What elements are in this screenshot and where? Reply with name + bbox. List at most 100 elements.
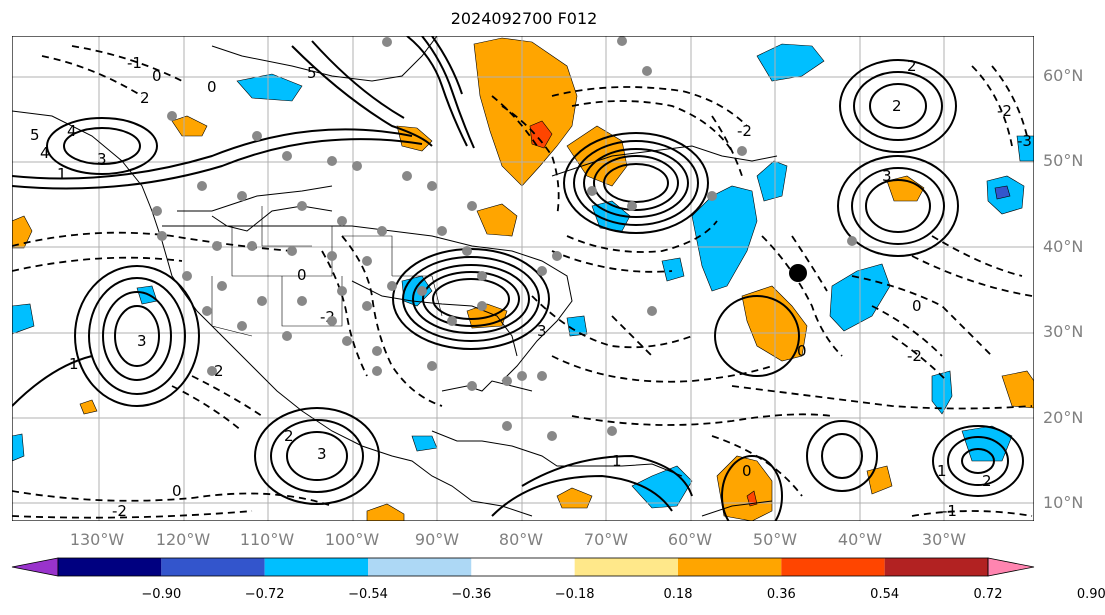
contour-label: 0 xyxy=(152,67,162,85)
positive-anomaly xyxy=(716,455,773,521)
lon-label: 100°W xyxy=(324,530,380,549)
colorbar-tick-label: 0.36 xyxy=(766,587,796,602)
positive-anomaly xyxy=(476,203,518,237)
colorbar-extend-high xyxy=(987,557,1035,577)
negative-anomaly xyxy=(1016,135,1034,162)
contour-label: 5 xyxy=(30,126,40,144)
contours-dashed xyxy=(12,45,1033,519)
contour-label: 4 xyxy=(40,144,50,162)
lon-label: 130°W xyxy=(69,530,125,549)
contour-label: 0 xyxy=(797,342,807,360)
negative-anomaly xyxy=(691,185,758,292)
contour-label: 2 xyxy=(140,89,150,107)
map-title: 2024092700 F012 xyxy=(450,9,598,28)
lon-label: 120°W xyxy=(155,530,211,549)
contour-label: 0 xyxy=(297,266,307,284)
colorbar-segment xyxy=(884,558,988,576)
contour-label: -3 xyxy=(1017,132,1032,150)
lon-label: 80°W xyxy=(498,530,544,549)
contour-label: -2 xyxy=(112,502,127,520)
positive-anomaly xyxy=(1001,370,1034,409)
colorbar-segment xyxy=(161,558,265,576)
lat-label: 50°N xyxy=(1043,151,1084,170)
contour-label: 1 xyxy=(69,355,79,373)
contour-label: 1 xyxy=(937,462,947,480)
contour-label: 3 xyxy=(137,332,147,350)
colorbar-tick-label: −0.36 xyxy=(451,587,492,602)
positive-anomaly xyxy=(396,125,433,152)
lon-label: 40°W xyxy=(837,530,883,549)
lon-label: 90°W xyxy=(414,530,460,549)
contour-label: 3 xyxy=(317,445,327,463)
negative-anomaly xyxy=(236,73,303,102)
negative-anomaly xyxy=(756,160,788,202)
colorbar-segment xyxy=(781,558,885,576)
colorbar xyxy=(11,557,1035,577)
positive-anomaly xyxy=(366,503,405,521)
positive-anomaly xyxy=(529,120,553,149)
colorbar-tick-label: 0.18 xyxy=(663,587,693,602)
station-dots xyxy=(152,36,857,441)
contour-label: -1 xyxy=(942,502,957,520)
contour-label: 1 xyxy=(57,165,67,183)
colorbar-segment xyxy=(574,558,678,576)
contour-label: 5 xyxy=(307,64,317,82)
negative-anomaly xyxy=(12,433,25,462)
lon-label: 50°W xyxy=(752,530,798,549)
contour-label: -2 xyxy=(737,122,752,140)
colorbar-tick-label: −0.54 xyxy=(348,587,388,602)
colorbar-tick-label: 0.90 xyxy=(1076,587,1105,602)
contour-label: 4 xyxy=(67,122,77,140)
colorbar-tick-label: −0.90 xyxy=(141,587,182,602)
colorbar-border xyxy=(57,557,989,577)
storm-center-marker xyxy=(789,264,807,282)
contour-label: 2 xyxy=(214,362,224,380)
negative-anomaly xyxy=(12,303,35,335)
positive-anomaly xyxy=(12,215,33,249)
lat-label: 40°N xyxy=(1043,237,1084,256)
negative-anomaly xyxy=(994,185,1011,200)
lon-label: 70°W xyxy=(583,530,629,549)
positive-anomaly xyxy=(886,175,925,202)
contour-label: 2 xyxy=(982,472,992,490)
positive-anomaly xyxy=(473,37,578,187)
negative-anomaly xyxy=(931,370,953,415)
negative-anomaly xyxy=(631,465,693,509)
lat-label: 20°N xyxy=(1043,408,1084,427)
colorbar-segment xyxy=(678,558,782,576)
map-panel: 0 -1 2 5 4 4 3 1 0 5 0 -2 3 1 2 3 2 0 -2… xyxy=(12,36,1034,521)
colorbar-segment xyxy=(471,558,575,576)
contour-label: -1 xyxy=(127,54,142,72)
negative-anomaly xyxy=(661,257,685,282)
lat-label: 30°N xyxy=(1043,322,1084,341)
lat-label: 60°N xyxy=(1043,66,1084,85)
contour-label: 0 xyxy=(172,482,182,500)
negative-anomaly xyxy=(756,43,825,82)
contour-label: -2 xyxy=(907,347,922,365)
contour-label: 3 xyxy=(882,167,892,185)
contour-label-group: 0 -1 2 5 4 4 3 1 0 5 0 -2 3 1 2 3 2 0 -2… xyxy=(30,54,1032,520)
contours-solid xyxy=(12,36,1024,521)
map-svg: 0 -1 2 5 4 4 3 1 0 5 0 -2 3 1 2 3 2 0 -2… xyxy=(12,36,1034,521)
contour-label: 2 xyxy=(284,427,294,445)
colorbar-segment xyxy=(58,558,162,576)
colorbar-segments xyxy=(11,557,1035,577)
contour-label: 3 xyxy=(97,150,107,168)
colorbar-tick-label: −0.18 xyxy=(554,587,595,602)
colorbar-segment xyxy=(264,558,368,576)
lon-label: 110°W xyxy=(239,530,295,549)
colorbar-tick-label: 0.54 xyxy=(870,587,900,602)
colorbar-extend-low xyxy=(11,557,59,577)
colorbar-segment xyxy=(368,558,472,576)
colorbar-tick-label: −0.72 xyxy=(244,587,285,602)
contour-label: 2 xyxy=(907,57,917,75)
lon-label: 30°W xyxy=(921,530,967,549)
lat-label: 10°N xyxy=(1043,493,1084,512)
contour-label: 0 xyxy=(912,297,922,315)
contour-label: 2 xyxy=(892,97,902,115)
contour-label: 3 xyxy=(537,322,547,340)
negative-anomaly xyxy=(566,315,588,337)
contour-label: 0 xyxy=(742,462,752,480)
colorbar-tick-label: 0.72 xyxy=(973,587,1003,602)
positive-anomaly xyxy=(79,399,98,415)
